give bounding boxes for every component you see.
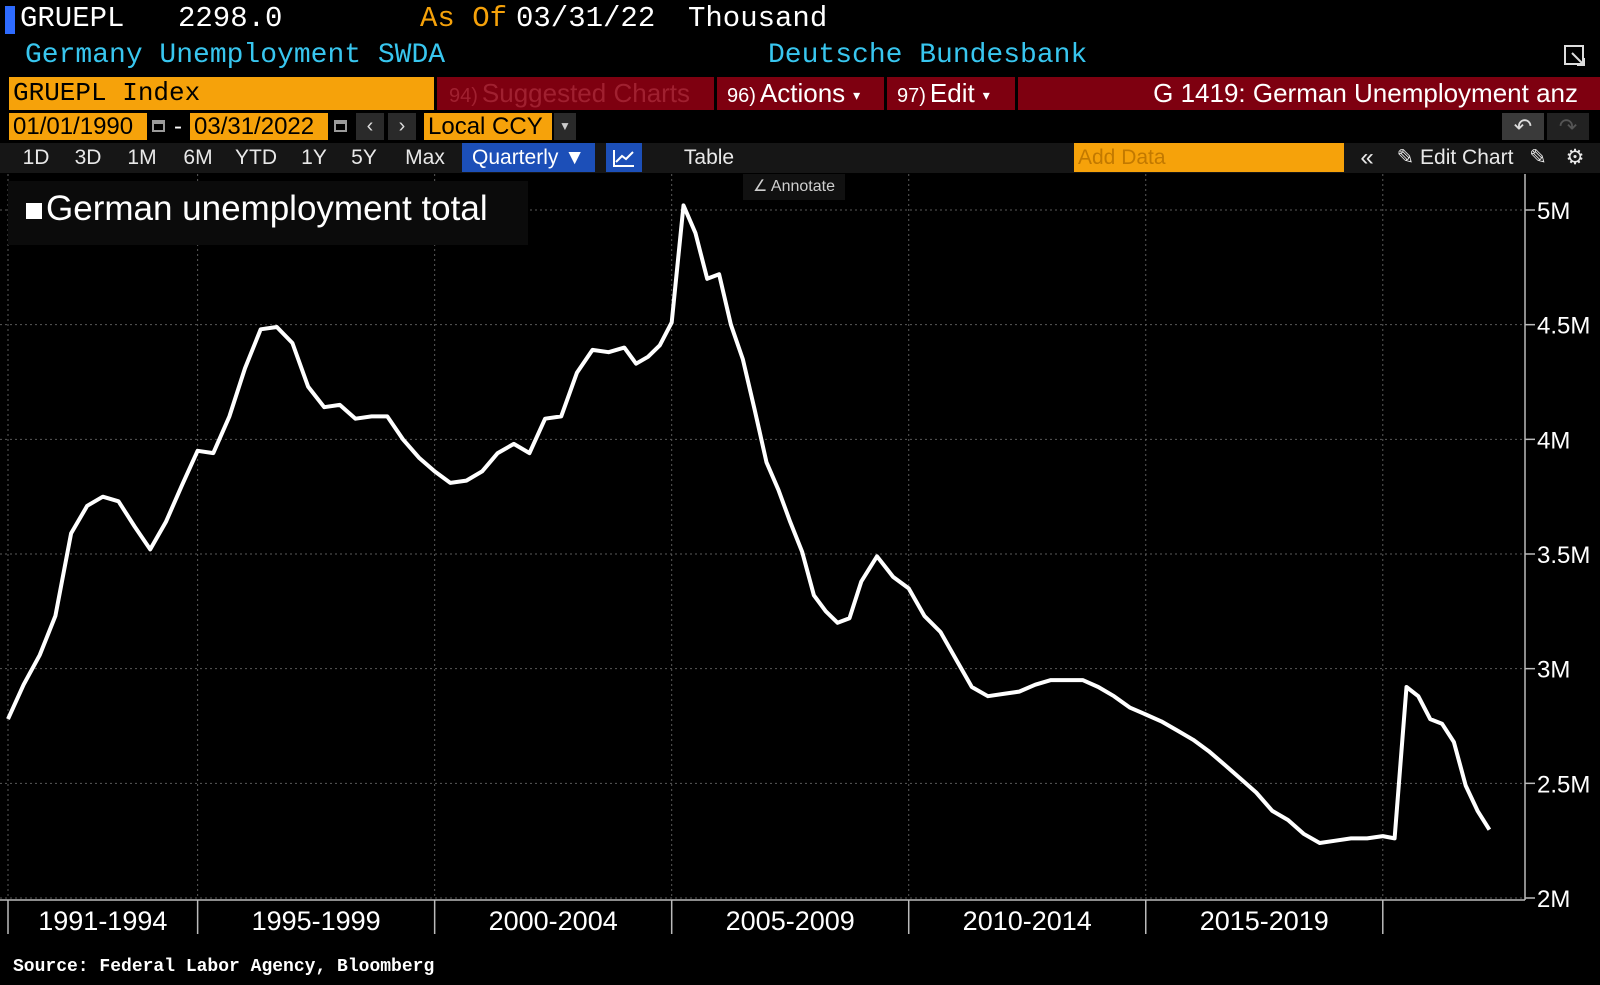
pencil-icon: ∠ (753, 178, 768, 195)
annotate-button[interactable]: ∠ Annotate (743, 174, 845, 200)
chart-title-bar: G 1419: German Unemployment anz (1018, 77, 1600, 110)
y-tick-label: 4.5M (1537, 313, 1590, 340)
function-menubar: GRUEPL Index 94) Suggested Charts 96) Acti… (0, 77, 1600, 111)
menu-number: 94) (449, 85, 478, 107)
chart-legend: German unemployment total (8, 181, 528, 245)
double-chevron-left-icon[interactable]: « (1360, 144, 1374, 171)
edit-chart-button[interactable]: ✎ Edit Chart (1392, 143, 1518, 172)
annotate-label: Annotate (770, 178, 835, 195)
menu-label: Edit (929, 78, 975, 108)
x-tick-label: 2000-2004 (489, 906, 618, 936)
ticker-marker (5, 6, 15, 34)
data-source: Deutsche Bundesbank (768, 40, 1088, 71)
y-tick-label: 5M (1537, 198, 1570, 225)
x-tick-label: 2010-2014 (963, 906, 1092, 936)
frequency-label: Quarterly (472, 146, 559, 169)
range-button-1m[interactable]: 1M (127, 146, 157, 169)
chevron-left-icon[interactable]: ‹ (356, 113, 384, 140)
range-button-5y[interactable]: 5Y (351, 146, 377, 169)
date-range-row: 01/01/1990 - 03/31/2022 ‹ › Local CCY ▼ … (0, 113, 1600, 141)
redo-icon[interactable]: ↷ (1547, 113, 1589, 140)
dropdown-icon: ▾ (853, 86, 861, 103)
x-tick-label: 2015-2019 (1200, 906, 1329, 936)
as-of-label: As Of (420, 2, 508, 35)
range-button-max[interactable]: Max (405, 146, 445, 169)
edit-series-icon[interactable]: ✎ (1529, 146, 1547, 169)
chevron-right-icon[interactable]: › (388, 113, 416, 140)
calendar-icon[interactable] (332, 116, 350, 136)
edit-menu-button[interactable]: 97) Edit ▾ (887, 77, 1015, 110)
suggested-charts-button[interactable]: 94) Suggested Charts (437, 77, 714, 110)
range-button-1d[interactable]: 1D (22, 146, 50, 169)
gear-icon[interactable]: ⚙ (1565, 146, 1585, 169)
line-chart-icon[interactable] (606, 143, 642, 172)
menu-label: Suggested Charts (481, 78, 691, 108)
x-tick-label: 2005-2009 (726, 906, 855, 936)
ticker-symbol: GRUEPL (20, 2, 125, 35)
chart-toolbar: 1D 3D 1M 6M YTD 1Y 5Y Max Quarterly ▼ Table Add… (0, 143, 1600, 173)
actions-menu-button[interactable]: 96) Actions ▾ (717, 77, 884, 110)
add-data-input[interactable]: Add Data (1074, 143, 1344, 172)
end-date-field[interactable]: 03/31/2022 (190, 113, 328, 140)
source-note: Source: Federal Labor Agency, Bloomberg (13, 957, 435, 977)
legend-label: German unemployment total (46, 189, 488, 228)
table-button[interactable]: Table (683, 146, 735, 169)
as-of-date: 03/31/22 (516, 2, 656, 35)
dropdown-icon[interactable]: ▼ (554, 113, 576, 140)
security-description: Germany Unemployment SWDA (25, 40, 446, 71)
legend-swatch (26, 203, 42, 219)
edit-chart-label: Edit Chart (1420, 146, 1514, 169)
y-tick-label: 3M (1537, 657, 1570, 684)
security-subheader: Germany Unemployment SWDA Deutsche Bunde… (0, 38, 1600, 76)
range-button-3d[interactable]: 3D (74, 146, 102, 169)
units-label: Thousand (688, 2, 828, 35)
series-line-german-unemployment (6, 203, 1492, 845)
currency-select[interactable]: Local CCY (424, 113, 552, 140)
y-tick-label: 2.5M (1537, 771, 1590, 798)
range-button-6m[interactable]: 6M (183, 146, 213, 169)
menu-number: 96) (727, 85, 756, 107)
range-button-1y[interactable]: 1Y (301, 146, 327, 169)
last-value: 2298.0 (178, 2, 283, 35)
dropdown-icon: ▾ (982, 86, 990, 103)
y-tick-label: 2M (1537, 886, 1570, 913)
security-field[interactable]: GRUEPL Index (9, 77, 434, 110)
menu-label: Actions (759, 78, 846, 108)
x-tick-label: 1995-1999 (252, 906, 381, 936)
popout-icon[interactable] (1563, 44, 1587, 68)
pencil-icon: ✎ (1396, 146, 1415, 169)
range-button-ytd[interactable]: YTD (235, 146, 277, 169)
frequency-select[interactable]: Quarterly ▼ (462, 143, 595, 172)
calendar-icon[interactable] (150, 116, 168, 136)
security-header: GRUEPL 2298.0 As Of 03/31/22 Thousand (0, 0, 1600, 38)
menu-number: 97) (897, 85, 926, 107)
x-tick-label: 1991-1994 (38, 906, 167, 936)
date-separator: - (174, 113, 182, 140)
undo-icon[interactable]: ↶ (1502, 113, 1544, 140)
y-tick-label: 3.5M (1537, 542, 1590, 569)
y-tick-label: 4M (1537, 427, 1570, 454)
start-date-field[interactable]: 01/01/1990 (9, 113, 147, 140)
line-chart: 2M 2.5M 3M 3.5M 4M 4.5M 5M 1991-1994 1995-1999 2… (0, 174, 1590, 936)
